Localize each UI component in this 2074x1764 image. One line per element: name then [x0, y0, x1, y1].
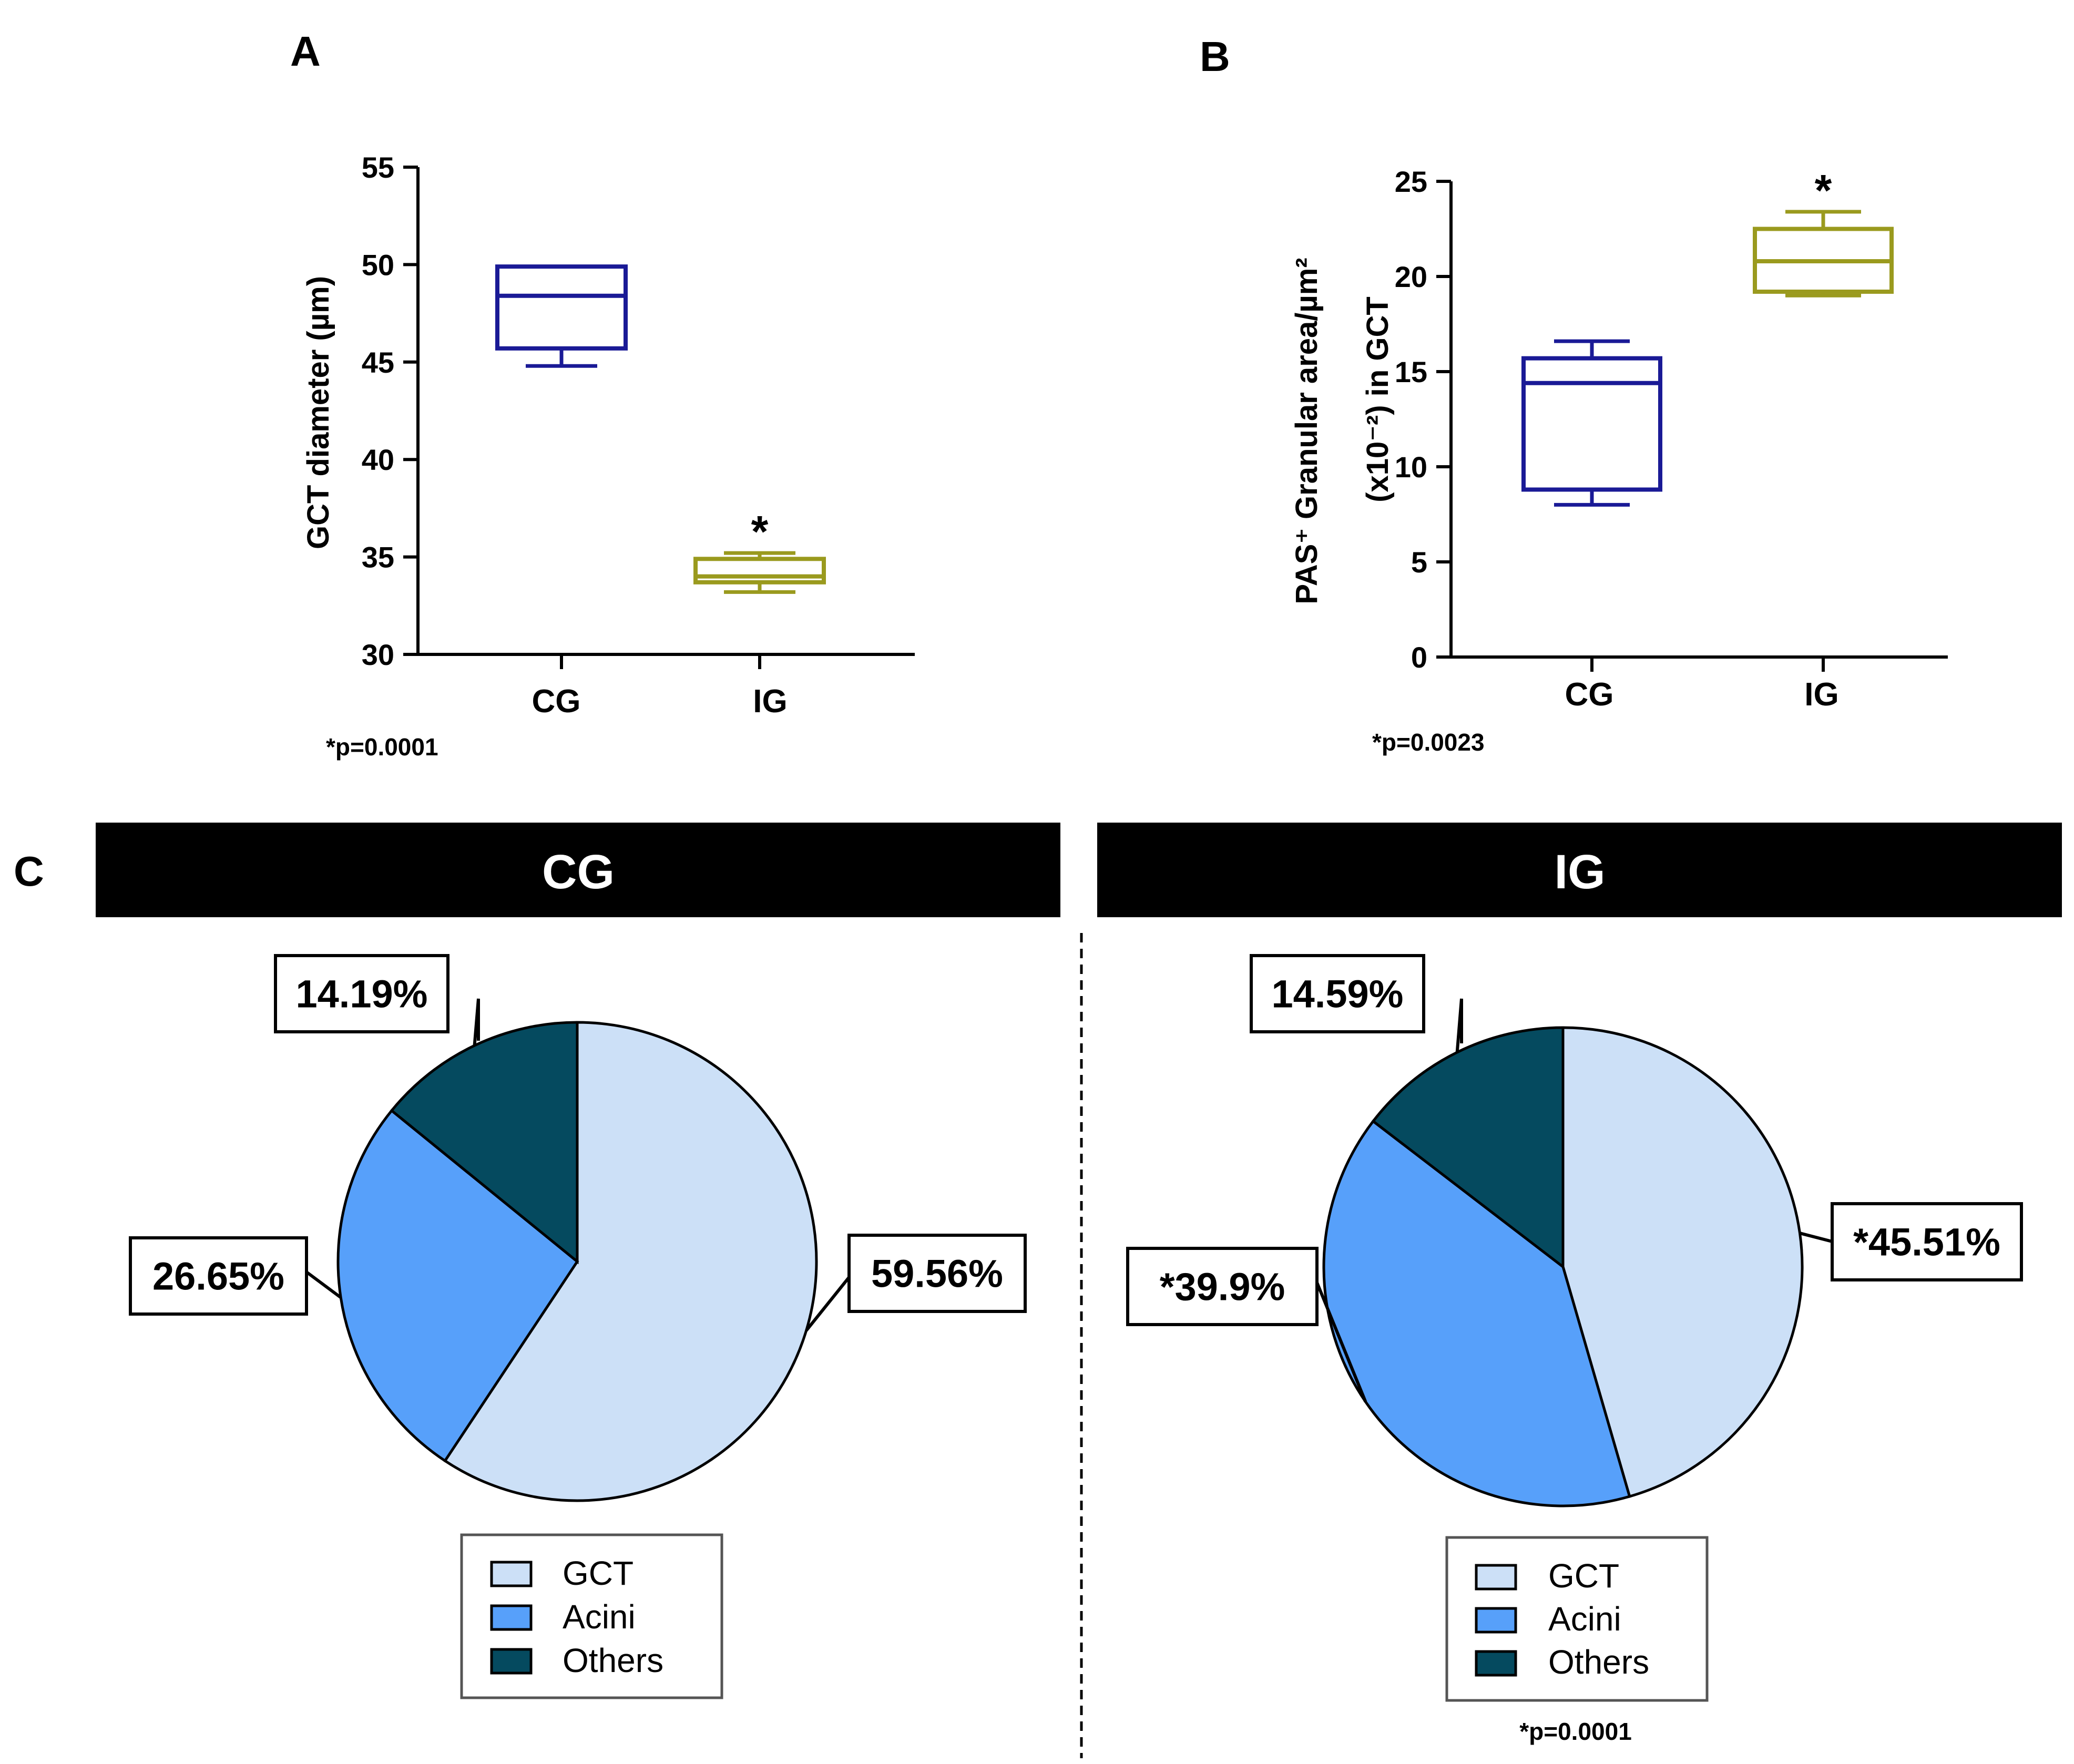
pie-cg-label-gct: 59.56%: [871, 1252, 1003, 1296]
legend-ig-label-others: Others: [1548, 1643, 1649, 1681]
panel-letter-a: A: [290, 28, 321, 75]
legend-cg-swatch-others: [490, 1648, 533, 1675]
panel-letter-c: C: [14, 848, 44, 895]
banner-cg-title: CG: [542, 845, 615, 899]
pie-cg-leader-others: [473, 998, 480, 1046]
pie-ig-label-gct: *45.51%: [1853, 1221, 2000, 1264]
legend-cg-swatch-acini: [490, 1604, 533, 1631]
legend-ig-swatch-others: [1475, 1650, 1517, 1677]
legend-cg-label-gct: GCT: [563, 1554, 634, 1592]
legend-cg-item-gct: GCT: [490, 1554, 634, 1592]
legend-cg-item-others: Others: [490, 1642, 663, 1679]
chart-b: PAS⁺ Granular area/µm² (x10⁻²) in GCT CG…: [1290, 165, 1948, 756]
chart-b-ytick-label: 25: [1395, 165, 1427, 198]
pie-cg: GCT Acini Others 59.56% 26.65% 14.19%: [129, 954, 1027, 1699]
chart-b-ytick-label: 15: [1395, 355, 1427, 388]
chart-a-footnote: *p=0.0001: [326, 733, 438, 761]
legend-ig-item-others: Others: [1475, 1643, 1649, 1681]
banner-ig: [1097, 823, 2062, 917]
pie-ig-label-box-gct: [1831, 1202, 2023, 1281]
legend-cg-label-others: Others: [563, 1642, 663, 1679]
chart-a-ylabel: GCT diameter (µm): [301, 276, 335, 549]
legend-ig-swatch-acini: [1475, 1607, 1517, 1634]
chart-a-ytick-label: 55: [362, 151, 394, 184]
pie-cg-label-acini: 26.65%: [152, 1255, 284, 1298]
chart-a-ig-significance-star: *: [751, 507, 769, 556]
banner-cg: [96, 823, 1060, 917]
chart-b-xtick-ig: IG: [1804, 676, 1838, 713]
panel-letter-b: B: [1200, 33, 1230, 80]
chart-b-ytick-label: 5: [1411, 546, 1427, 579]
pie-ig-label-acini: *39.9%: [1160, 1265, 1285, 1309]
pie-cg-leader-gct: [805, 1276, 851, 1332]
chart-b-ytick-label: 0: [1411, 641, 1427, 674]
legend-ig-item-gct: GCT: [1475, 1557, 1619, 1595]
chart-a-ytick-label: 40: [362, 443, 394, 476]
chart-b-ylabel-line2: (x10⁻²) in GCT: [1361, 296, 1395, 502]
pie-cg-leader-acini: [305, 1270, 342, 1299]
pie-cg-label-box-gct: [847, 1234, 1027, 1313]
pie-ig-label-box-acini: [1126, 1247, 1319, 1326]
chart-b-xtick-cg: CG: [1565, 676, 1614, 713]
chart-a-xtick-ig: IG: [753, 683, 787, 720]
legend-cg-item-acini: Acini: [490, 1598, 636, 1636]
legend-ig-label-acini: Acini: [1548, 1600, 1621, 1638]
chart-a-ig-box: [693, 557, 826, 584]
legend-cg-swatch-gct: [490, 1561, 533, 1587]
chart-b-ytick-label: 20: [1395, 260, 1427, 293]
chart-a-ytick-label: 30: [362, 638, 394, 671]
pie-cg-slice-gct: [443, 1021, 818, 1502]
pie-cg-slice-acini: [336, 1109, 579, 1463]
chart-a-cg-box: [495, 264, 628, 351]
chart-a-ytick-label: 50: [362, 248, 394, 281]
legend-cg-label-acini: Acini: [563, 1598, 636, 1636]
legend-ig-swatch-gct: [1475, 1564, 1517, 1591]
chart-a-ytick-label: 35: [362, 541, 394, 574]
legend-ig-item-acini: Acini: [1475, 1600, 1621, 1638]
pie-ig-slice-gct: [1561, 1026, 1804, 1499]
chart-b-ylabel-line1: PAS⁺ Granular area/µm²: [1290, 258, 1324, 604]
pie-ig-leader-gct: [1799, 1232, 1833, 1243]
chart-a-xtick-cg: CG: [532, 683, 581, 720]
pie-ig-label-others: 14.59%: [1272, 972, 1404, 1016]
legend-ig-label-gct: GCT: [1548, 1557, 1619, 1595]
banner-ig-title: IG: [1554, 845, 1605, 899]
pie-cg-slice-others: [390, 1021, 579, 1265]
pie-cg-label-box-acini: [129, 1236, 308, 1316]
pie-ig-leader-others: [1455, 998, 1463, 1053]
pie-ig-footnote: *p=0.0001: [1519, 1718, 1632, 1745]
pie-ig: GCT Acini Others *p=0.0001 *45.51% *39.9%…: [1126, 954, 2023, 1745]
pie-cg-label-box-others: [274, 954, 449, 1033]
chart-b-cg-box: [1521, 356, 1662, 492]
chart-a-ytick-label: 45: [362, 346, 394, 379]
chart-b-ig-significance-star: *: [1815, 166, 1832, 215]
chart-b-ytick-label: 10: [1395, 450, 1427, 484]
pie-ig-label-box-others: [1250, 954, 1425, 1033]
chart-b-footnote: *p=0.0023: [1372, 729, 1485, 756]
pie-ig-leader-acini: [1315, 1281, 1367, 1402]
pie-cg-label-others: 14.19%: [296, 972, 428, 1016]
chart-a: GCT diameter (µm) CG IG *p=0.0001 30 35 40…: [301, 151, 915, 761]
